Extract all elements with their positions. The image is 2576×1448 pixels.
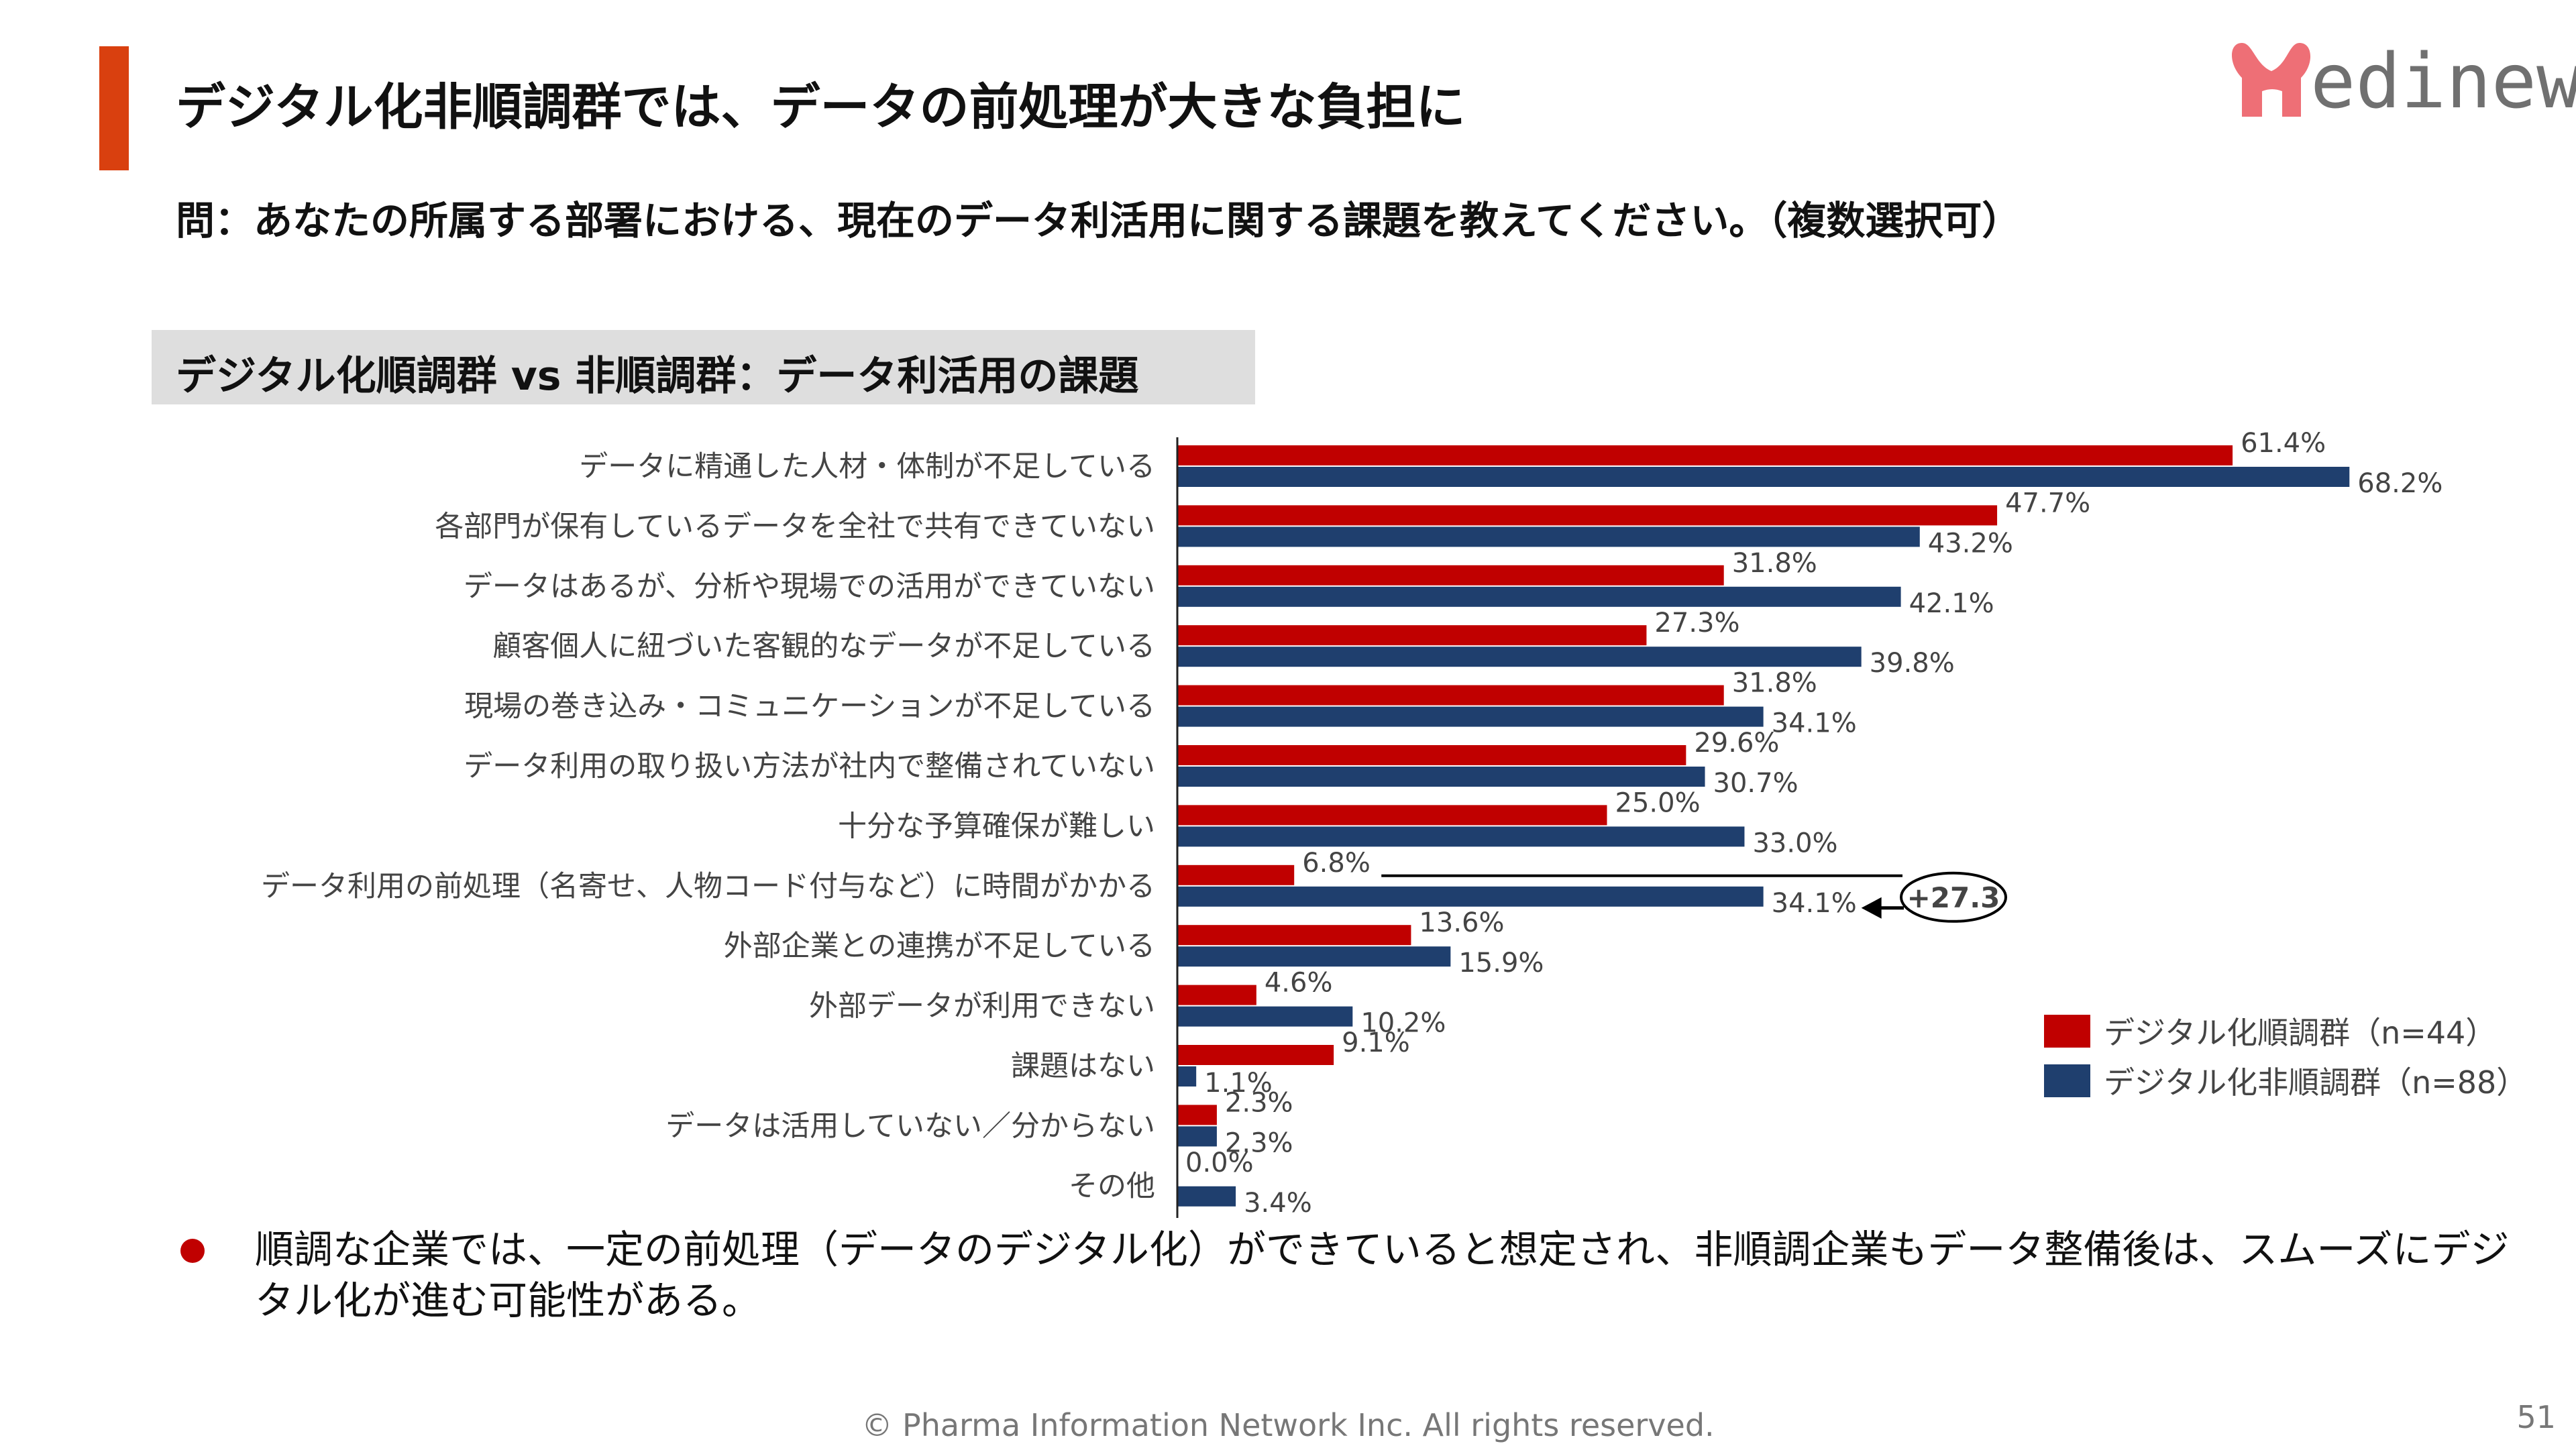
bar-non-smooth bbox=[1177, 1066, 1197, 1087]
bar-smooth bbox=[1177, 985, 1256, 1005]
category-label: 外部データが利用できない bbox=[809, 990, 1155, 1023]
bar-smooth bbox=[1177, 565, 1724, 586]
bar-non-smooth bbox=[1177, 1006, 1353, 1027]
category-label: 現場の巻き込み・コミュニケーションが不足している bbox=[464, 690, 1155, 724]
value-label-smooth: 9.1% bbox=[1342, 1027, 1410, 1058]
value-label-non-smooth: 39.8% bbox=[1870, 648, 1955, 679]
value-label-smooth: 47.7% bbox=[2005, 488, 2090, 518]
page-title: デジタル化非順調群では、データの前処理が大きな負担に bbox=[176, 78, 1466, 136]
value-label-non-smooth: 30.7% bbox=[1713, 768, 1799, 799]
value-label-non-smooth: 3.4% bbox=[1244, 1188, 1312, 1219]
value-label-non-smooth: 34.1% bbox=[1772, 888, 1857, 919]
annotation-diff-label: +27.3 bbox=[1907, 881, 2000, 914]
bar-non-smooth bbox=[1177, 526, 1920, 547]
medinew-logo: edinew bbox=[2227, 32, 2576, 119]
category-label: データはあるが、分析や現場での活用ができていない bbox=[464, 570, 1155, 604]
bar-smooth bbox=[1177, 1045, 1334, 1065]
category-label: 課題はない bbox=[1011, 1050, 1155, 1083]
category-label: データ利用の前処理（名寄せ、人物コード付与など）に時間がかかる bbox=[261, 870, 1155, 903]
bar-non-smooth bbox=[1177, 946, 1451, 967]
legend-label-non-smooth: デジタル化非順調群（n=88） bbox=[2104, 1064, 2528, 1101]
category-label: 十分な予算確保が難しい bbox=[838, 810, 1155, 843]
page-number: 51 bbox=[2516, 1399, 2556, 1435]
title-accent-bar bbox=[99, 46, 129, 170]
value-label-smooth: 31.8% bbox=[1732, 548, 1817, 579]
value-label-non-smooth: 2.3% bbox=[1225, 1127, 1293, 1158]
bar-smooth bbox=[1177, 685, 1724, 706]
value-label-smooth: 2.3% bbox=[1225, 1087, 1293, 1118]
category-label: データに精通した人材・体制が不足している bbox=[579, 450, 1155, 484]
bar-non-smooth bbox=[1177, 1126, 1217, 1147]
value-label-non-smooth: 1.1% bbox=[1204, 1068, 1273, 1099]
value-label-smooth: 4.6% bbox=[1265, 968, 1333, 999]
bar-smooth bbox=[1177, 925, 1411, 946]
legend-swatch-smooth bbox=[2044, 1014, 2090, 1048]
value-label-non-smooth: 43.2% bbox=[1928, 528, 2013, 559]
category-label: データは活用していない／分からない bbox=[665, 1109, 1155, 1143]
value-label-smooth: 0.0% bbox=[1185, 1148, 1254, 1178]
value-label-smooth: 6.8% bbox=[1302, 848, 1371, 879]
bar-smooth bbox=[1177, 505, 1998, 526]
bar-non-smooth bbox=[1177, 467, 2350, 487]
copyright: © Pharma Information Network Inc. All ri… bbox=[861, 1407, 1715, 1443]
annotation-ellipse bbox=[1900, 871, 2007, 923]
logo-m-icon bbox=[2232, 43, 2311, 117]
value-label-non-smooth: 15.9% bbox=[1458, 948, 1544, 979]
logo-text: edinew bbox=[2310, 38, 2576, 125]
legend-item-non-smooth: デジタル化非順調群（n=88） bbox=[2044, 1056, 2527, 1105]
bar-non-smooth bbox=[1177, 647, 1862, 667]
survey-question: 問：あなたの所属する部署における、現在のデータ利活用に関する課題を教えてください… bbox=[176, 198, 2021, 243]
category-label: データ利用の取り扱い方法が社内で整備されていない bbox=[464, 750, 1155, 783]
legend-item-smooth: デジタル化順調群（n=44） bbox=[2044, 1006, 2527, 1056]
value-label-smooth: 31.8% bbox=[1732, 668, 1817, 699]
value-label-non-smooth: 34.1% bbox=[1772, 708, 1857, 739]
category-label: 顧客個人に紐づいた客観的なデータが不足している bbox=[492, 630, 1155, 663]
bar-non-smooth bbox=[1177, 706, 1764, 727]
category-label: 外部企業との連携が不足している bbox=[724, 930, 1155, 963]
conclusion-text: 順調な企業では、一定の前処理（データのデジタル化）ができていると想定され、非順調… bbox=[255, 1227, 2510, 1323]
bullet-dot-icon bbox=[180, 1239, 205, 1263]
value-label-smooth: 25.0% bbox=[1615, 787, 1701, 818]
annotation-arrowhead-icon bbox=[1861, 897, 1882, 919]
bar-non-smooth bbox=[1177, 586, 1901, 607]
value-label-non-smooth: 68.2% bbox=[2357, 468, 2443, 499]
bar-non-smooth bbox=[1177, 1186, 1236, 1207]
chart-section-title: デジタル化順調群 vs 非順調群：データ利活用の課題 bbox=[176, 353, 1139, 400]
bar-smooth bbox=[1177, 625, 1647, 646]
value-label-non-smooth: 10.2% bbox=[1360, 1008, 1446, 1039]
bar-non-smooth bbox=[1177, 886, 1764, 907]
conclusion-bullet: 順調な企業では、一定の前処理（データのデジタル化）ができていると想定され、非順調… bbox=[180, 1224, 2516, 1326]
chart-section-header: デジタル化順調群 vs 非順調群：データ利活用の課題 bbox=[152, 330, 1255, 404]
value-label-smooth: 13.6% bbox=[1419, 907, 1504, 938]
bar-smooth bbox=[1177, 865, 1295, 885]
bar-non-smooth bbox=[1177, 767, 1705, 787]
legend-swatch-non-smooth bbox=[2044, 1064, 2090, 1097]
category-label: 各部門が保有しているデータを全社で共有できていない bbox=[435, 510, 1155, 543]
bar-smooth bbox=[1177, 805, 1607, 826]
bar-non-smooth bbox=[1177, 826, 1745, 847]
legend-label-smooth: デジタル化順調群（n=44） bbox=[2104, 1015, 2497, 1051]
bar-smooth bbox=[1177, 445, 2233, 465]
value-label-smooth: 61.4% bbox=[2241, 428, 2326, 459]
bar-smooth bbox=[1177, 745, 1686, 765]
chart-legend: デジタル化順調群（n=44） デジタル化非順調群（n=88） bbox=[2044, 1006, 2527, 1105]
value-label-smooth: 29.6% bbox=[1694, 728, 1779, 759]
value-label-non-smooth: 42.1% bbox=[1909, 588, 1994, 619]
value-label-non-smooth: 33.0% bbox=[1752, 828, 1837, 858]
bar-smooth bbox=[1177, 1105, 1217, 1125]
category-label: その他 bbox=[1069, 1170, 1155, 1203]
value-label-smooth: 27.3% bbox=[1654, 608, 1739, 638]
